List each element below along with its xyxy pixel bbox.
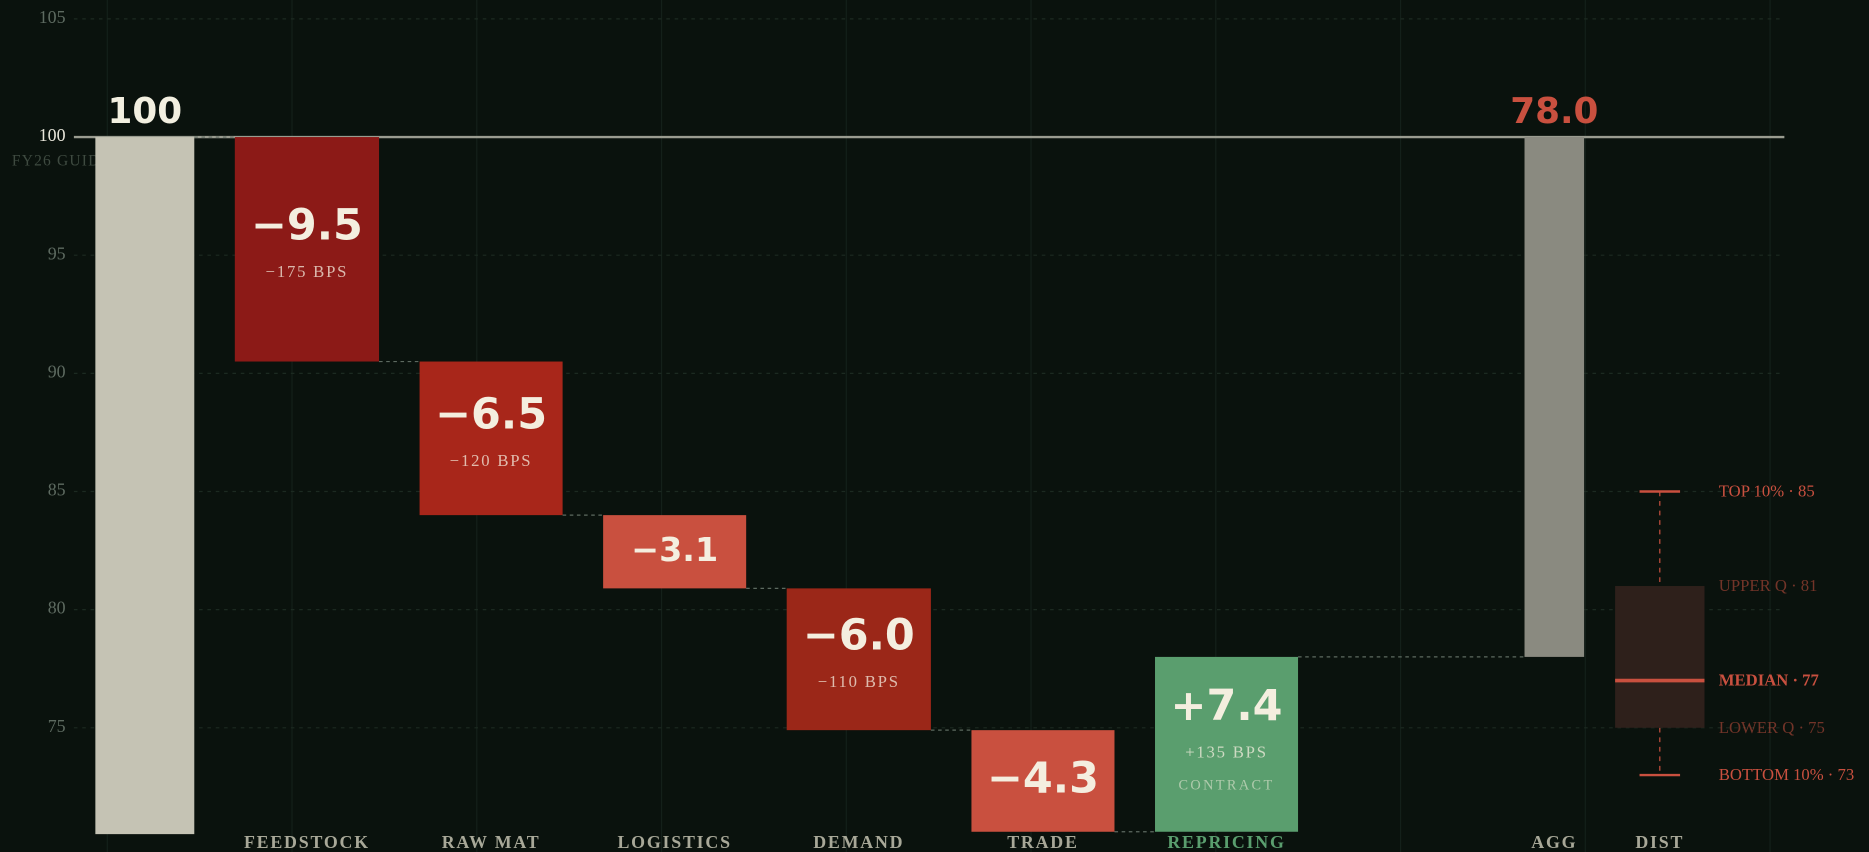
y-tick-label: 90 <box>48 361 66 381</box>
note: CONTRACT <box>1178 777 1274 793</box>
bar <box>786 588 931 731</box>
x-tick-label: LOGISTICS <box>617 832 731 852</box>
x-tick-label: REPRICING <box>1167 832 1285 852</box>
dist-label: LOWER Q · 75 <box>1719 718 1825 737</box>
x-tick-label: DIST <box>1635 832 1684 852</box>
value-label: −4.3 <box>987 753 1099 803</box>
y-tick-label: 75 <box>48 716 66 736</box>
value-label: −6.5 <box>435 389 547 439</box>
bar <box>234 137 380 362</box>
y-tick-label: 95 <box>48 243 66 263</box>
y-tick-label: 105 <box>39 7 66 27</box>
box <box>1615 586 1705 728</box>
sub-label: −110 BPS <box>818 672 900 691</box>
sub-label: −120 BPS <box>450 451 533 470</box>
end-bar <box>1524 137 1585 657</box>
x-tick-label: FEEDSTOCK <box>244 832 370 852</box>
x-tick-label: TRADE <box>1007 832 1078 852</box>
value-label: −3.1 <box>631 530 718 569</box>
value-label: +7.4 <box>1171 681 1283 731</box>
dist-label: MEDIAN · 77 <box>1719 671 1819 690</box>
bar <box>419 361 563 516</box>
bar <box>1155 656 1299 832</box>
sub-label: +135 BPS <box>1185 743 1268 762</box>
x-tick-label: DEMAND <box>813 832 904 852</box>
dist-label: TOP 10% · 85 <box>1719 482 1815 501</box>
bar <box>603 515 747 589</box>
y-tick-label: 100 <box>39 125 66 145</box>
y-tick-label: 85 <box>48 480 66 500</box>
y-tick-label: 80 <box>48 598 66 618</box>
sub-label: −175 BPS <box>266 262 349 281</box>
start-bar <box>95 137 195 835</box>
dist-label: BOTTOM 10% · 73 <box>1719 765 1854 784</box>
start-label: 100 <box>108 91 183 132</box>
value-label: −6.0 <box>803 610 915 660</box>
x-tick-label: RAW MAT <box>442 832 541 852</box>
end-label: 78.0 <box>1510 91 1598 132</box>
dist-label: UPPER Q · 81 <box>1719 576 1818 595</box>
bar <box>971 730 1115 832</box>
x-tick-label: AGG <box>1531 832 1577 852</box>
value-label: −9.5 <box>251 200 363 250</box>
